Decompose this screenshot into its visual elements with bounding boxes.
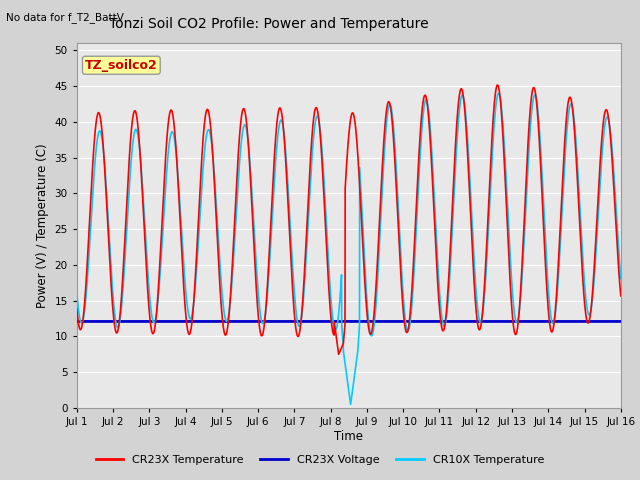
Text: TZ_soilco2: TZ_soilco2 [85, 59, 157, 72]
Legend: CR23X Temperature, CR23X Voltage, CR10X Temperature: CR23X Temperature, CR23X Voltage, CR10X … [91, 451, 549, 469]
Y-axis label: Power (V) / Temperature (C): Power (V) / Temperature (C) [36, 144, 49, 308]
Text: Tonzi Soil CO2 Profile: Power and Temperature: Tonzi Soil CO2 Profile: Power and Temper… [109, 17, 429, 31]
X-axis label: Time: Time [334, 430, 364, 443]
Text: No data for f_T2_BattV: No data for f_T2_BattV [6, 12, 124, 23]
